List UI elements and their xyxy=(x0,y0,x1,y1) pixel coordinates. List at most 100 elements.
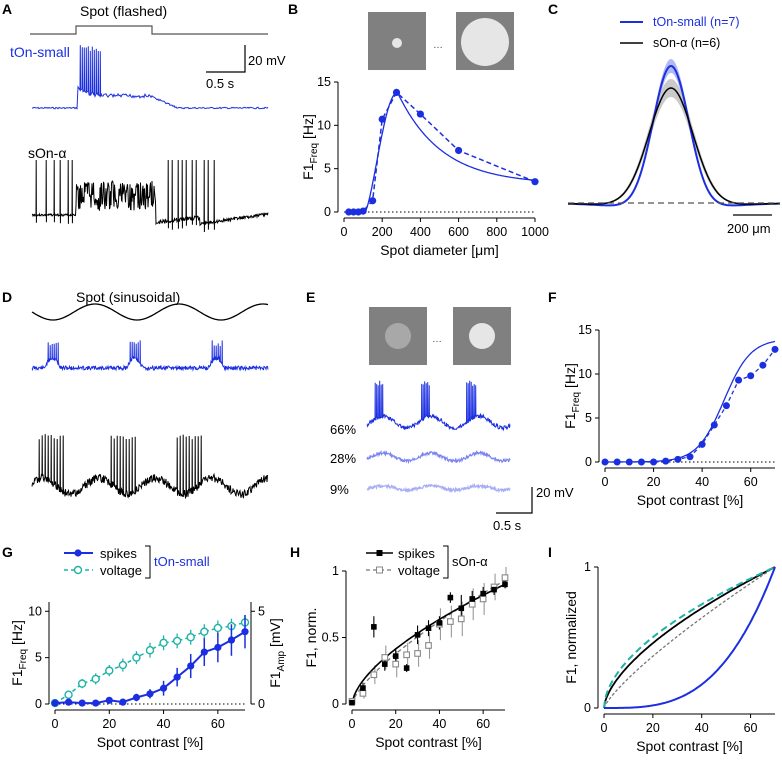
data-point-spikes-g xyxy=(187,662,195,670)
x-tick-label-B: 200 xyxy=(372,225,393,239)
y2-tick-label-g: 5 xyxy=(258,604,265,618)
y-tick-label-F: 10 xyxy=(578,367,592,381)
x-label-F: Spot contrast [%] xyxy=(637,492,744,508)
x-tick-label-I: 20 xyxy=(646,721,660,735)
data-point-spikes-h xyxy=(436,620,443,626)
data-point-spikes-h xyxy=(414,632,421,638)
voltage-trace-son-alpha xyxy=(31,159,269,233)
data-point-voltage-h xyxy=(447,618,454,625)
x-tick-label-I: 40 xyxy=(695,721,709,735)
legend-group-g: tOn-small xyxy=(154,554,210,569)
x-label-I: Spot contrast [%] xyxy=(636,738,743,754)
data-point-b xyxy=(369,197,377,205)
data-point-voltage-h xyxy=(457,615,465,623)
data-point-f xyxy=(698,440,706,448)
legend-voltage-h: voltage xyxy=(398,563,440,578)
inset-ellipsis-e: … xyxy=(432,334,442,345)
data-point-f xyxy=(735,376,743,384)
stim-label-sinusoidal: Spot (sinusoidal) xyxy=(76,289,180,305)
panel-i: 0 20 40 60 0 1 Spot contrast [%] F1, normalized xyxy=(563,560,776,754)
scale-time-a: 0.5 s xyxy=(206,76,235,91)
y-tick-label-G: 5 xyxy=(35,651,42,665)
y-tick-label-F: 15 xyxy=(578,323,592,337)
y-tick-label-F: 0 xyxy=(585,455,592,469)
data-point-spikes-g xyxy=(173,673,181,681)
scale-voltage-a: 20 mV xyxy=(248,53,286,68)
panel-letter-g: G xyxy=(2,544,13,560)
legend-ton-small: tOn-small (n=7) xyxy=(653,15,739,29)
y-tick-label-G: 0 xyxy=(35,697,42,711)
x-tick-label-G: 20 xyxy=(102,717,116,731)
scale-bar-e xyxy=(496,487,533,514)
data-point-voltage-h xyxy=(425,642,432,649)
x-tick-label-F: 60 xyxy=(744,475,758,489)
x-tick-label-B: 800 xyxy=(486,225,507,239)
y-label-G: F1Freq [Hz] xyxy=(9,620,29,686)
voltage-trace-9 xyxy=(366,482,511,494)
fit-curve-f xyxy=(605,340,776,463)
curve-son-alpha-spikes xyxy=(603,566,776,709)
panel-h: 0 20 40 60 0 0.5 1 Spot contrast [%] F1, norm. sp… xyxy=(303,545,509,750)
y2-label-g: F1Amp [mV] xyxy=(267,618,287,688)
legend-spikes-g: spikes xyxy=(100,546,137,561)
x-tick-label-I: 0 xyxy=(601,721,608,735)
scale-label-c: 200 μm xyxy=(727,221,771,236)
data-point-b xyxy=(359,207,367,215)
data-point-spikes-g xyxy=(78,699,86,707)
x-tick-label-B: 1000 xyxy=(521,225,549,239)
data-point-spikes-h xyxy=(425,625,432,631)
data-point-f xyxy=(686,453,694,461)
x-tick-label-H: 20 xyxy=(389,717,403,731)
data-point-spikes-g xyxy=(214,643,222,652)
panel-letter-d: D xyxy=(2,289,12,305)
x-tick-label-H: 0 xyxy=(349,717,356,731)
y2-tick-label-g: 0 xyxy=(258,697,265,711)
x-tick-label-F: 20 xyxy=(647,475,661,489)
data-point-f xyxy=(601,458,609,466)
data-point-b xyxy=(392,88,401,96)
data-point-b xyxy=(378,115,386,123)
data-point-spikes-h xyxy=(502,581,508,588)
data-point-f xyxy=(747,372,755,380)
data-point-spikes-g xyxy=(159,684,168,692)
data-point-voltage-g xyxy=(172,636,182,646)
stim-sine-trace xyxy=(31,303,269,321)
x-tick-label-G: 0 xyxy=(52,717,59,731)
contrast-label-28: 28% xyxy=(330,451,356,466)
x-tick-label-G: 40 xyxy=(157,717,171,731)
y-label-B: F1Freq [Hz] xyxy=(300,114,320,180)
data-point-f xyxy=(637,458,645,466)
data-point-voltage-h xyxy=(501,574,509,581)
x-tick-label-F: 40 xyxy=(695,475,709,489)
legend-spikes-h: spikes xyxy=(398,546,435,561)
line-voltage-g xyxy=(54,621,246,704)
y-tick-label-B: 15 xyxy=(317,75,331,89)
x-label-H: Spot contrast [%] xyxy=(375,734,482,750)
data-point-spikes-h xyxy=(381,661,388,667)
rf-band-son-alpha xyxy=(568,79,780,205)
legend-marker-spikes-h xyxy=(376,550,383,556)
rf-profile-son-alpha xyxy=(568,87,780,205)
y-tick-label-B: 5 xyxy=(324,162,331,176)
data-point-spikes-h xyxy=(403,665,410,671)
x-tick-label-F: 0 xyxy=(602,475,609,489)
voltage-trace-son-alpha-sine xyxy=(31,434,269,500)
data-point-spikes-g xyxy=(105,696,113,704)
y-tick-label-G: 10 xyxy=(28,604,42,618)
data-point-spikes-h xyxy=(491,586,497,593)
data-point-spikes-h xyxy=(458,605,465,612)
y-tick-label-H: 0 xyxy=(332,697,339,711)
inset-ellipsis-b: … xyxy=(433,40,443,51)
scale-time-e: 0.5 s xyxy=(493,518,522,533)
panel-letter-i: I xyxy=(548,544,552,560)
panel-letter-c: C xyxy=(548,1,558,17)
panel-d: Spot (sinusoidal) xyxy=(31,289,269,500)
legend-son-alpha: sOn-α (n=6) xyxy=(653,36,720,50)
legend-marker-voltage-g xyxy=(73,565,83,575)
data-point-spikes-g xyxy=(92,699,100,707)
data-point-spikes-h xyxy=(349,699,355,706)
data-point-voltage-g xyxy=(132,653,141,662)
panel-c: tOn-small (n=7) sOn-α (n=6) 200 μm xyxy=(568,15,780,236)
data-point-f xyxy=(771,345,779,353)
x-tick-label-B: 400 xyxy=(410,225,431,239)
